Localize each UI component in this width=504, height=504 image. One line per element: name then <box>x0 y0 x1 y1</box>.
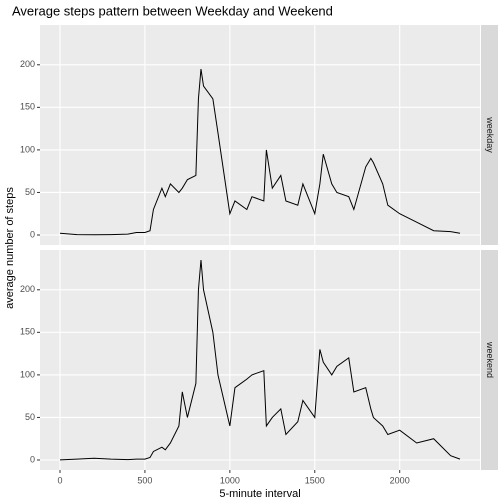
chart-title: Average steps pattern between Weekday an… <box>12 3 333 18</box>
x-tick-label: 0 <box>57 475 62 485</box>
y-tick-label: 100 <box>20 369 35 379</box>
strip-label: weekday <box>485 116 495 153</box>
panel-background <box>40 250 480 470</box>
panel-background <box>40 25 480 245</box>
y-tick-label: 50 <box>25 187 35 197</box>
y-tick-label: 0 <box>30 454 35 464</box>
y-tick-label: 50 <box>25 412 35 422</box>
x-tick-label: 1000 <box>220 475 240 485</box>
y-tick-label: 0 <box>30 229 35 239</box>
strip <box>481 25 498 245</box>
y-tick-label: 150 <box>20 327 35 337</box>
y-tick-label: 200 <box>20 284 35 294</box>
y-tick-label: 100 <box>20 144 35 154</box>
y-axis-title: average number of steps <box>4 187 16 309</box>
y-tick-label: 200 <box>20 59 35 69</box>
line <box>59 259 461 461</box>
strip-label: weekend <box>485 341 495 378</box>
line <box>59 68 461 236</box>
x-tick-label: 1500 <box>305 475 325 485</box>
x-tick-label: 2000 <box>390 475 410 485</box>
x-tick-label: 500 <box>137 475 152 485</box>
y-tick-label: 150 <box>20 102 35 112</box>
strip <box>481 250 498 470</box>
x-axis-title: 5-minute interval <box>219 488 300 500</box>
